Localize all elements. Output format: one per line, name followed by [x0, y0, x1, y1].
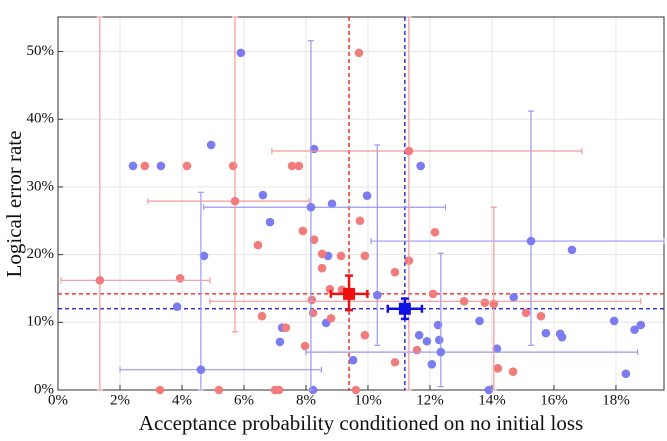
mean-point — [343, 287, 356, 300]
point — [95, 276, 105, 285]
point — [526, 236, 536, 246]
point — [412, 345, 422, 355]
point — [416, 161, 425, 171]
point — [430, 227, 440, 237]
x-tick-label: 10% — [354, 392, 382, 408]
point — [274, 385, 284, 395]
point — [354, 48, 364, 58]
point — [436, 347, 446, 357]
point — [308, 308, 318, 318]
point — [422, 336, 432, 346]
point — [492, 344, 502, 354]
point — [128, 161, 138, 171]
point — [541, 328, 551, 338]
x-tick-label: 18% — [602, 392, 630, 408]
point — [362, 191, 372, 201]
point — [309, 235, 319, 245]
x-tick-label: 8% — [296, 392, 316, 408]
x-tick-label: 6% — [234, 392, 254, 408]
x-tick-label: 16% — [540, 392, 568, 408]
point — [336, 251, 346, 261]
point — [433, 320, 443, 330]
point — [228, 161, 238, 171]
point — [298, 226, 308, 236]
y-tick-label: 30% — [27, 178, 55, 194]
point — [214, 385, 224, 395]
point — [536, 311, 546, 321]
point — [326, 313, 336, 323]
y-tick-label: 40% — [27, 111, 55, 127]
point — [327, 199, 337, 209]
y-tick-label: 20% — [27, 246, 55, 262]
point — [199, 251, 209, 261]
point — [509, 292, 518, 302]
x-tick-label: 2% — [110, 392, 130, 408]
point — [230, 196, 240, 206]
point — [307, 295, 317, 305]
point — [475, 316, 484, 326]
point — [175, 274, 185, 283]
point — [351, 385, 361, 395]
point — [390, 357, 400, 367]
x-tick-label: 4% — [172, 392, 192, 408]
point — [287, 161, 297, 171]
plot-frame — [57, 16, 665, 391]
y-tick-label: 50% — [27, 43, 55, 59]
point — [253, 240, 263, 250]
point — [275, 337, 285, 347]
point — [265, 217, 275, 227]
point — [390, 267, 400, 277]
x-tick-label: 14% — [478, 392, 506, 408]
y-tick-label: 0% — [34, 381, 54, 397]
point — [300, 341, 310, 351]
point — [294, 161, 304, 171]
point — [557, 332, 567, 342]
point — [317, 263, 327, 273]
y-axis-title: Logical error rate — [2, 131, 26, 278]
point — [484, 385, 494, 395]
point — [258, 190, 268, 200]
point — [459, 297, 469, 306]
point — [372, 290, 382, 300]
point — [140, 161, 150, 171]
point — [172, 302, 182, 312]
x-tick-label: 12% — [416, 392, 444, 408]
point — [567, 245, 577, 255]
point — [404, 146, 414, 156]
point — [428, 289, 438, 299]
point — [355, 216, 365, 226]
point — [156, 161, 166, 171]
point — [317, 249, 327, 259]
point — [630, 325, 639, 335]
point — [360, 251, 370, 261]
point — [609, 316, 619, 326]
point — [257, 311, 267, 321]
point — [306, 202, 316, 212]
point — [236, 48, 246, 58]
point — [155, 385, 165, 395]
x-tick-label: 0% — [48, 392, 68, 408]
point — [434, 335, 444, 345]
x-axis-title: Acceptance probability conditioned on no… — [139, 411, 583, 435]
point — [521, 308, 531, 318]
point — [427, 359, 437, 369]
point — [508, 367, 518, 377]
mean-point — [398, 302, 411, 315]
point — [281, 323, 291, 333]
point — [196, 365, 206, 374]
point — [182, 161, 192, 171]
point — [414, 330, 424, 340]
point — [348, 355, 358, 365]
y-tick-label: 10% — [27, 314, 55, 330]
point — [206, 140, 216, 150]
point — [493, 364, 503, 373]
point — [636, 320, 646, 330]
point — [621, 369, 631, 379]
point — [480, 298, 490, 307]
point — [360, 330, 370, 340]
